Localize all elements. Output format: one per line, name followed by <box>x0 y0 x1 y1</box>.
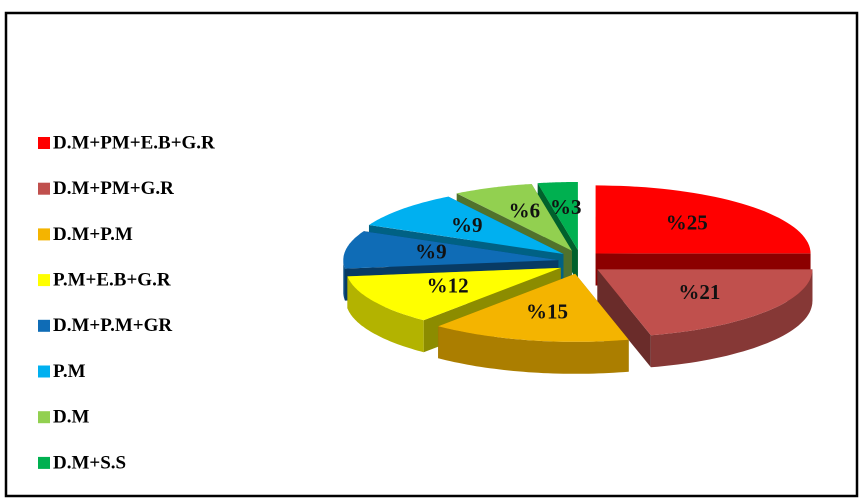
legend-label: P.M <box>53 361 86 382</box>
legend-swatch <box>38 182 50 195</box>
slice-label: %6 <box>509 199 541 223</box>
slice-side <box>347 276 424 353</box>
legend-label: D.M+S.S <box>53 452 126 473</box>
legend-label: D.M+P.M+GR <box>53 315 172 336</box>
slice <box>347 267 561 321</box>
legend-swatch <box>38 319 50 332</box>
slice-label: %21 <box>678 280 720 304</box>
slice-label: %15 <box>526 299 568 323</box>
legend-label: D.M+PM+E.B+G.R <box>53 132 215 153</box>
slice-label: %9 <box>451 213 483 237</box>
slice-side <box>343 260 345 301</box>
slice-label: %3 <box>550 195 582 219</box>
legend-swatch <box>38 228 50 241</box>
slice <box>456 184 572 251</box>
legend-label: D.M <box>53 407 89 428</box>
slice-side <box>650 269 813 368</box>
legend-swatch <box>38 365 50 378</box>
slice-label: %12 <box>427 273 469 297</box>
legend-label: D.M+PM+G.R <box>53 178 174 199</box>
legend-label: P.M+E.B+G.R <box>53 269 171 290</box>
slice <box>595 185 811 254</box>
slice-label: %25 <box>666 210 708 234</box>
slice <box>343 231 559 269</box>
slice-label: %9 <box>415 240 447 264</box>
slice <box>438 273 629 342</box>
slice-side <box>438 326 629 374</box>
slice <box>537 182 578 250</box>
legend-swatch <box>38 274 50 287</box>
slice <box>597 269 813 336</box>
legend-swatch <box>38 137 50 149</box>
legend: D.M+PM+E.B+G.R D.M+PM+G.R D.M+P.M P.M+E.B+G… <box>38 132 215 473</box>
slice <box>369 196 564 254</box>
slice-wall <box>597 269 651 368</box>
legend-label: D.M+P.M <box>53 224 133 245</box>
legend-swatch <box>38 456 50 469</box>
pie: %3 %6 %25 %9%9 %12 %21 %15 <box>343 182 813 374</box>
legend-swatch <box>38 411 50 424</box>
